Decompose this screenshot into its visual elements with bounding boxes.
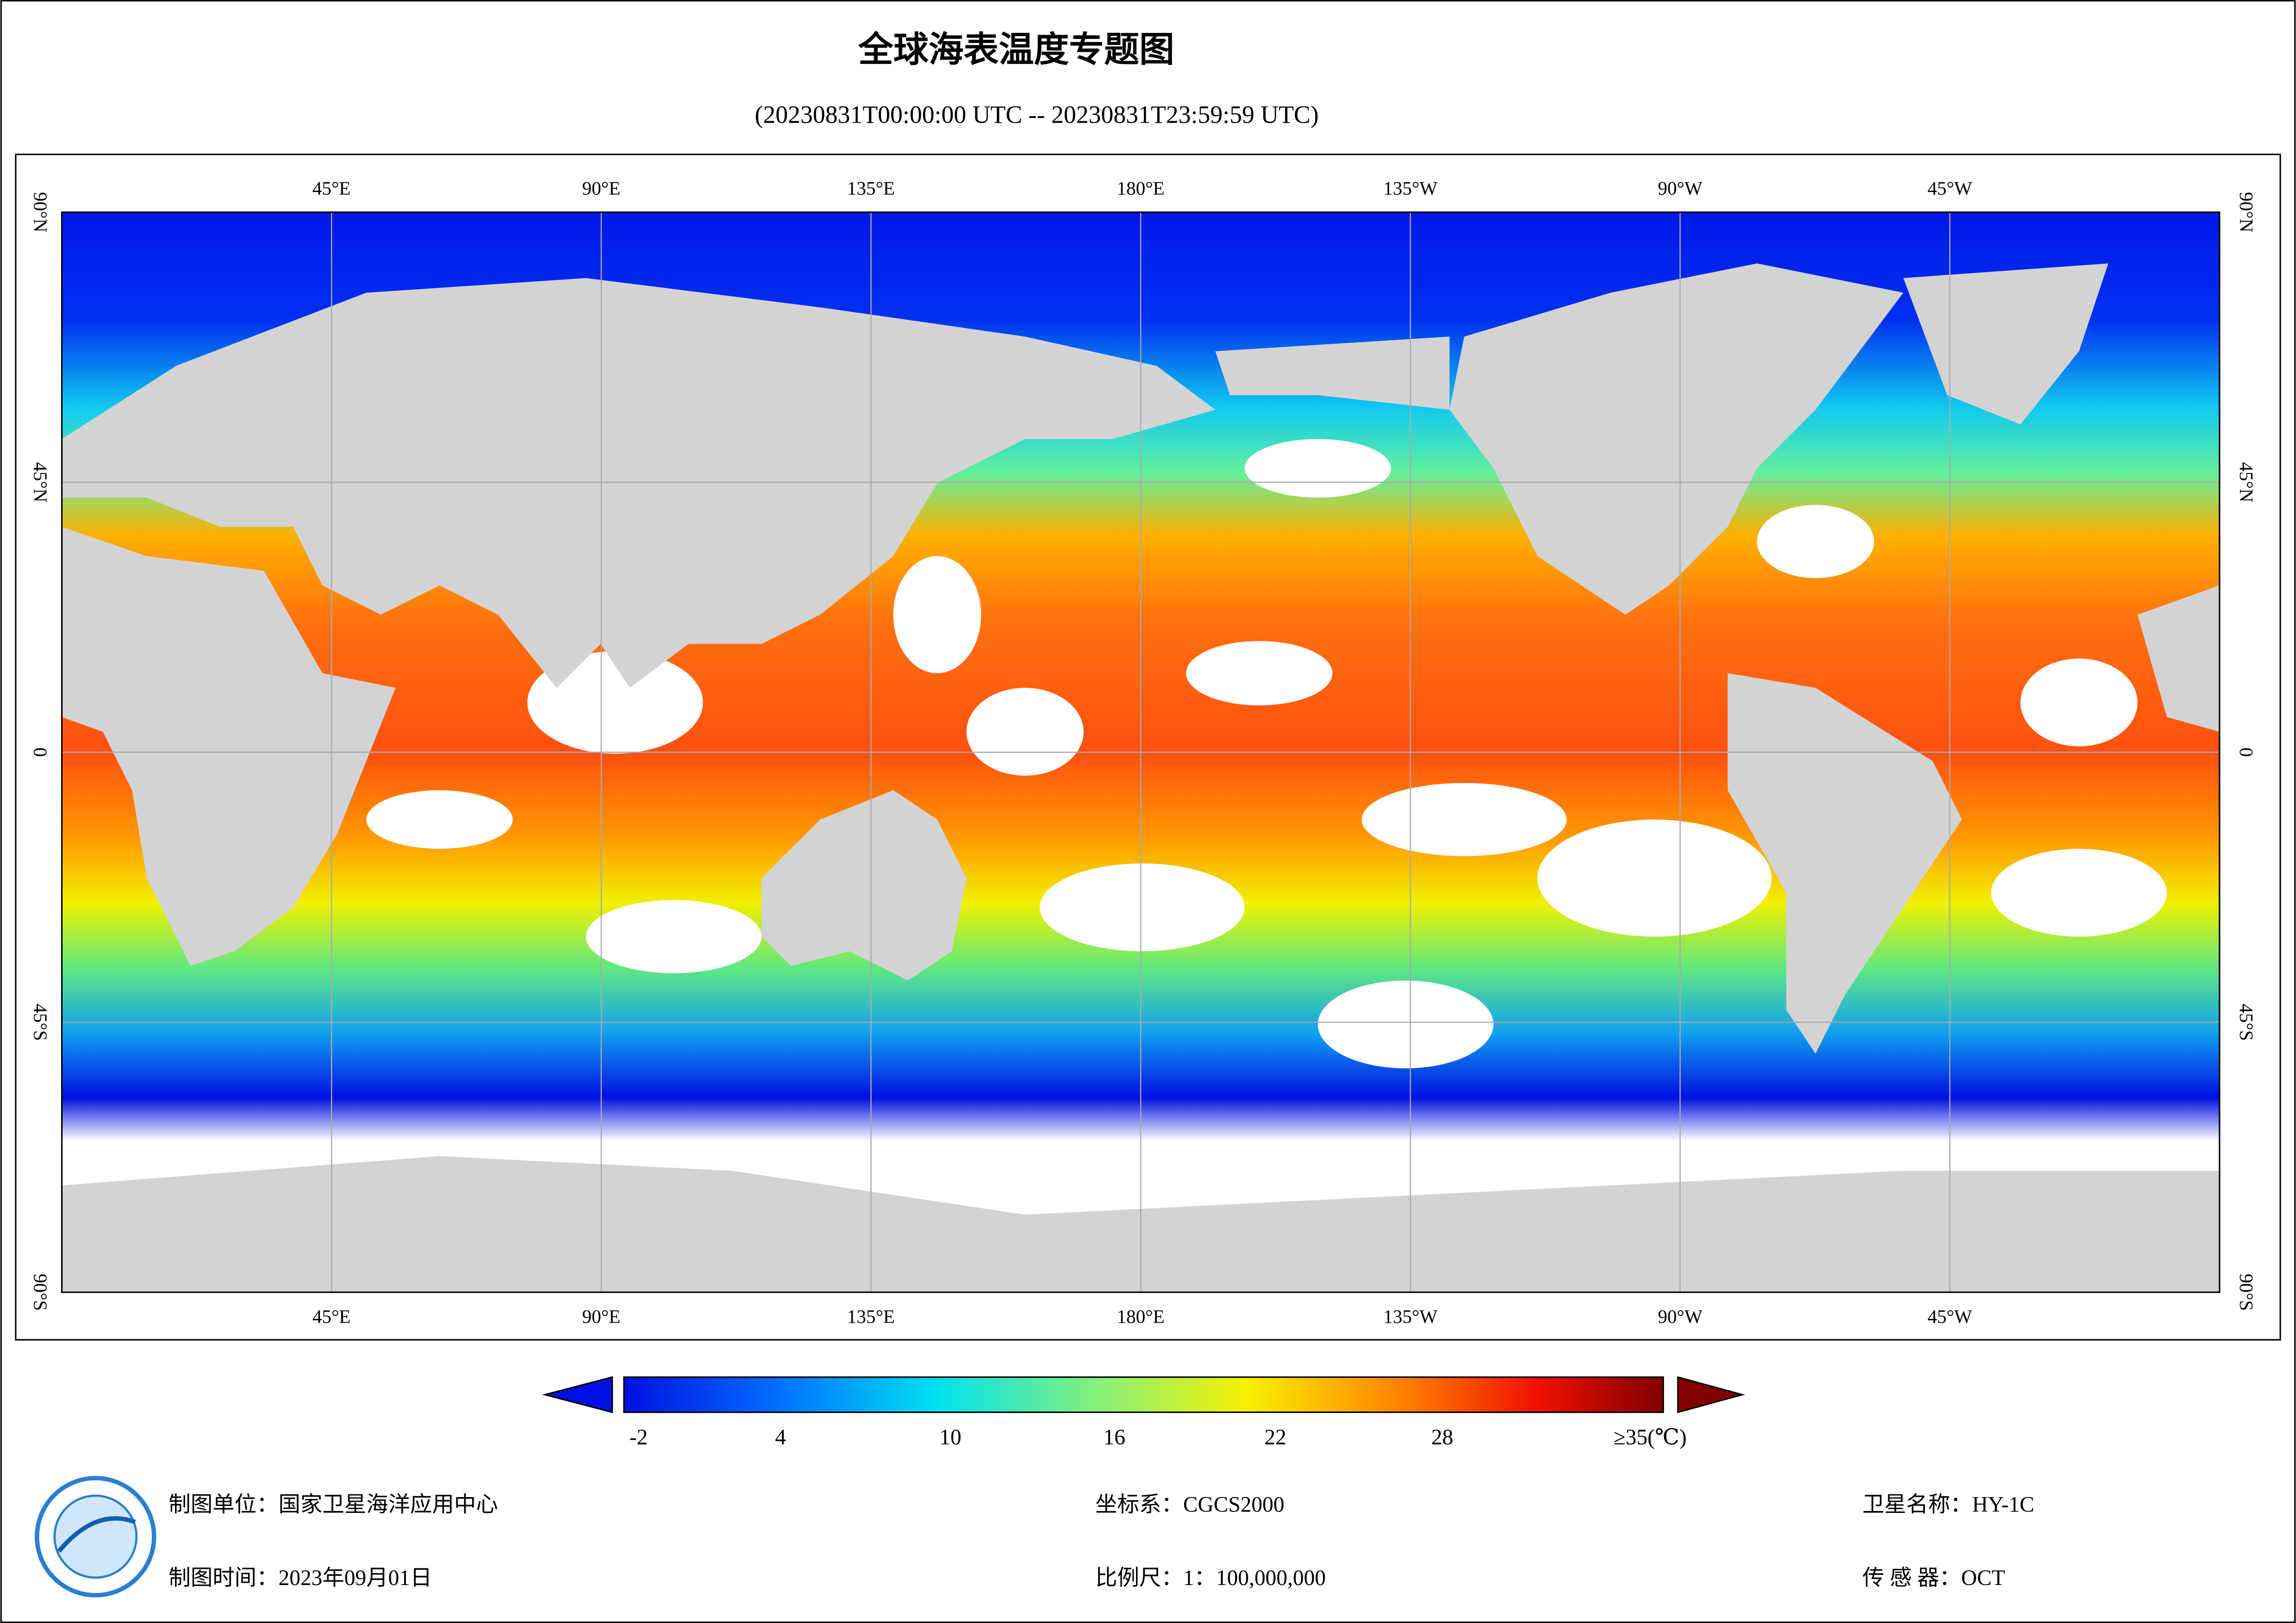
latitude-label-left: 45°N — [30, 462, 51, 502]
latitude-label-left: 90°N — [30, 192, 51, 232]
longitude-label-bottom: 90°E — [582, 1306, 621, 1327]
colorbar-max-arrow — [1677, 1376, 1745, 1413]
longitude-label-top: 135°E — [847, 178, 895, 199]
graticule — [62, 212, 2220, 1293]
colorbar — [542, 1376, 1745, 1413]
footer-satellite: 卫星名称：HY-1C — [1862, 1493, 2034, 1517]
footer-scale: 比例尺：1：100,000,000 — [1095, 1566, 1326, 1590]
latitude-label-right: 45°N — [2236, 462, 2257, 502]
longitude-label-bottom: 135°E — [847, 1306, 895, 1327]
longitude-label-top: 45°W — [1928, 178, 1972, 199]
coordinate-labels: 45°E 45°E 90°E 90°E 135°E 135°E 180°E 180°E 135°… — [30, 178, 2257, 1327]
latitude-label-left: 90°S — [30, 1274, 51, 1311]
colorbar-label: 16 — [1104, 1425, 1125, 1449]
colorbar-label: 28 — [1431, 1425, 1453, 1449]
colorbar-label: 4 — [775, 1425, 786, 1449]
subtitle: (20230831T00:00:00 UTC -- 20230831T23:59… — [755, 101, 1319, 129]
logo — [35, 1476, 156, 1598]
latitude-label-left: 45°S — [30, 1004, 51, 1041]
longitude-label-bottom: 45°E — [312, 1306, 351, 1327]
latitude-label-right: 45°S — [2236, 1004, 2257, 1041]
footer-sensor: 传 感 器：OCT — [1862, 1566, 2005, 1590]
longitude-label-bottom: 45°W — [1928, 1306, 1972, 1327]
map — [62, 212, 2220, 1293]
colorbar-label: 10 — [939, 1425, 961, 1449]
colorbar-label: ≥35(℃) — [1614, 1425, 1687, 1449]
map-border — [61, 211, 2221, 1293]
colorbar-min-arrow — [542, 1376, 613, 1413]
longitude-label-bottom: 90°W — [1658, 1306, 1703, 1327]
longitude-label-top: 180°E — [1117, 178, 1165, 199]
longitude-label-top: 135°W — [1383, 178, 1437, 199]
colorbar-bar — [623, 1376, 1664, 1413]
footer-time: 制图时间：2023年09月01日 — [168, 1566, 432, 1590]
latitude-label-left: 0 — [30, 747, 51, 757]
colorbar-label: -2 — [630, 1425, 648, 1449]
title: 全球海表温度专题图 — [858, 31, 1174, 69]
latitude-label-right: 90°S — [2236, 1274, 2257, 1311]
footer-unit: 制图单位：国家卫星海洋应用中心 — [168, 1493, 498, 1517]
latitude-label-right: 0 — [2236, 747, 2257, 757]
longitude-label-bottom: 180°E — [1117, 1306, 1165, 1327]
longitude-label-top: 45°E — [312, 178, 351, 199]
longitude-label-top: 90°E — [582, 178, 621, 199]
colorbar-label: 22 — [1264, 1425, 1286, 1449]
longitude-label-top: 90°W — [1658, 178, 1703, 199]
longitude-label-bottom: 135°W — [1383, 1306, 1437, 1327]
footer-crs: 坐标系：CGCS2000 — [1095, 1493, 1284, 1517]
latitude-label-right: 90°N — [2236, 192, 2257, 232]
colorbar-labels: -2 4 10 16 22 28 ≥35(℃) — [630, 1425, 1687, 1449]
map-frame — [15, 154, 2281, 1341]
clouds — [366, 439, 2167, 1069]
